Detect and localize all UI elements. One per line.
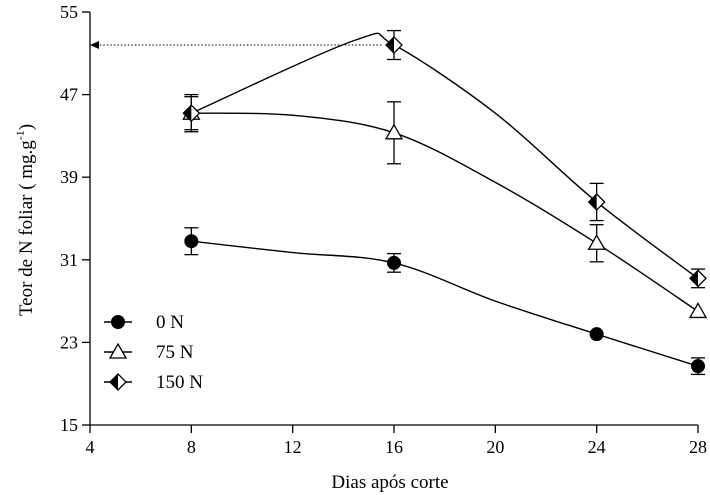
annotation-arrowhead: [90, 41, 99, 50]
legend-marker-0n: [111, 315, 125, 329]
x-tick-label: 16: [385, 437, 403, 457]
marker-150n: [587, 193, 606, 211]
y-tick-label: 15: [60, 415, 78, 435]
marker-0n: [589, 327, 604, 342]
y-axis-label-sup: -1: [13, 130, 27, 140]
x-tick-label: 24: [588, 437, 606, 457]
x-tick-label: 8: [187, 437, 196, 457]
y-tick-label: 55: [60, 2, 78, 22]
data-markers: [182, 36, 708, 374]
marker-75n: [384, 123, 404, 140]
x-tick-label: 12: [284, 437, 302, 457]
marker-shape: [691, 359, 705, 374]
marker-shape: [587, 233, 606, 250]
legend: 0 N 75 N 150 N: [104, 312, 203, 393]
marker-half: [386, 37, 394, 54]
marker-0n: [691, 359, 705, 374]
marker-shape: [688, 302, 708, 319]
axes: 15 23 31 39 47 55 4 8 12 16 20 24 28: [60, 2, 707, 457]
marker-shape: [184, 234, 199, 249]
marker-half: [110, 374, 118, 390]
legend-marker-75n: [108, 342, 128, 359]
marker-0n: [184, 234, 199, 249]
legend-marker-150n: [109, 373, 127, 391]
marker-half: [588, 193, 597, 210]
fit-curves: [191, 32, 699, 367]
y-axis-label-text: Teor de N foliar ( mg.g: [16, 140, 37, 316]
marker-shape: [384, 123, 404, 140]
x-axis-label: Dias após corte: [331, 472, 448, 493]
x-tick-label: 20: [486, 437, 504, 457]
marker-150n: [385, 36, 403, 54]
fit-curve-150n: [191, 32, 699, 279]
marker-shape: [589, 327, 604, 342]
legend-label-150n: 150 N: [156, 372, 203, 393]
marker-shape: [108, 342, 128, 359]
marker-150n: [689, 269, 707, 288]
x-tick-label: 28: [689, 437, 707, 457]
marker-half: [690, 270, 698, 287]
marker-150n: [182, 104, 201, 123]
y-axis-label: Teor de N foliar ( mg.g-1): [13, 124, 37, 316]
y-axis-label-close: ): [16, 124, 37, 130]
fit-curve-75n: [191, 112, 699, 313]
error-bars: [184, 29, 705, 376]
marker-shape: [387, 255, 401, 270]
y-tick-label: 23: [60, 332, 78, 352]
legend-label-75n: 75 N: [156, 342, 194, 363]
marker-0n: [387, 255, 401, 270]
fit-curve-0n: [191, 240, 699, 367]
marker-shape: [111, 315, 125, 329]
marker-75n: [587, 233, 606, 250]
x-tick-label: 4: [86, 437, 95, 457]
y-tick-label: 47: [60, 85, 78, 105]
marker-half: [183, 105, 192, 122]
annotation-arrow: [90, 41, 382, 50]
y-tick-label: 31: [60, 250, 78, 270]
legend-label-0n: 0 N: [156, 312, 184, 333]
marker-75n: [688, 302, 708, 319]
y-tick-label: 39: [60, 167, 78, 187]
